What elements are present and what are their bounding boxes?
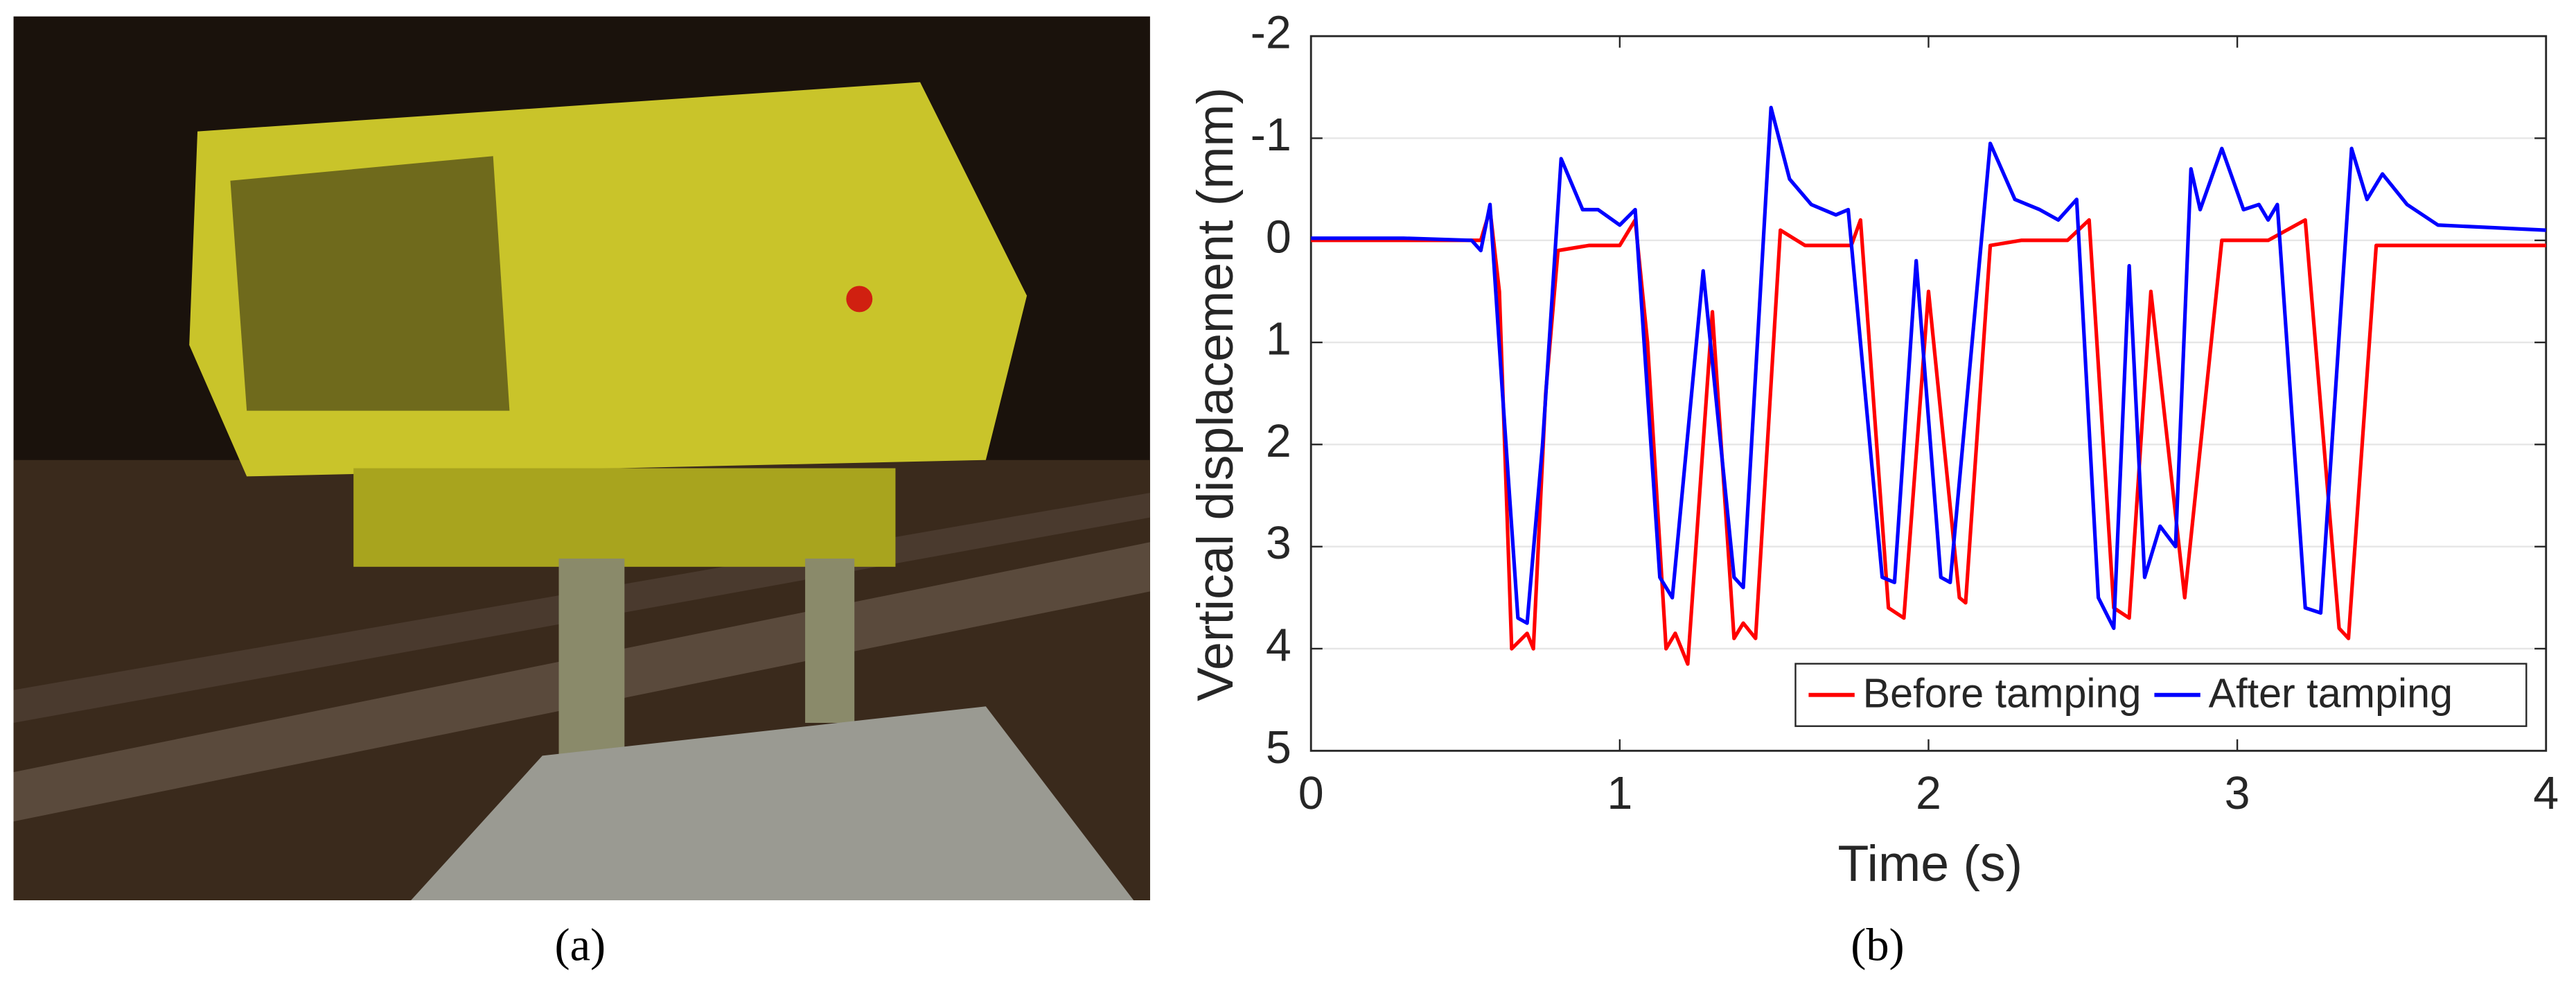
y-tick-label: -2	[1251, 8, 1291, 59]
x-tick-label: 1	[1607, 768, 1632, 819]
y-tick-label: 0	[1266, 211, 1291, 263]
y-tick-label: -1	[1251, 110, 1291, 161]
caption: (a)	[555, 920, 606, 970]
y-axis-label: Vertical displacement (mm)	[1186, 87, 1244, 701]
x-tick-label: 2	[1916, 768, 1941, 819]
x-tick-label: 3	[2225, 768, 2250, 819]
photo	[13, 16, 1150, 900]
line-series	[1311, 207, 2546, 666]
x-tick-label: 0	[1298, 768, 1324, 819]
y-tick-label: 2	[1266, 416, 1291, 467]
plot-frame	[1309, 35, 2548, 752]
x-axis-label: Time (s)	[1838, 834, 2023, 892]
x-tick-label: 4	[2533, 768, 2559, 819]
y-tick-label: 1	[1266, 314, 1291, 365]
y-tick-label: 3	[1266, 518, 1291, 569]
y-tick-label: 4	[1266, 620, 1291, 672]
legend-label: Before tamping	[1863, 670, 2142, 717]
line-series	[1311, 105, 2546, 631]
legend-label: After tamping	[2209, 670, 2453, 717]
y-tick-label: 5	[1266, 722, 1291, 773]
caption: (b)	[1851, 920, 1904, 970]
